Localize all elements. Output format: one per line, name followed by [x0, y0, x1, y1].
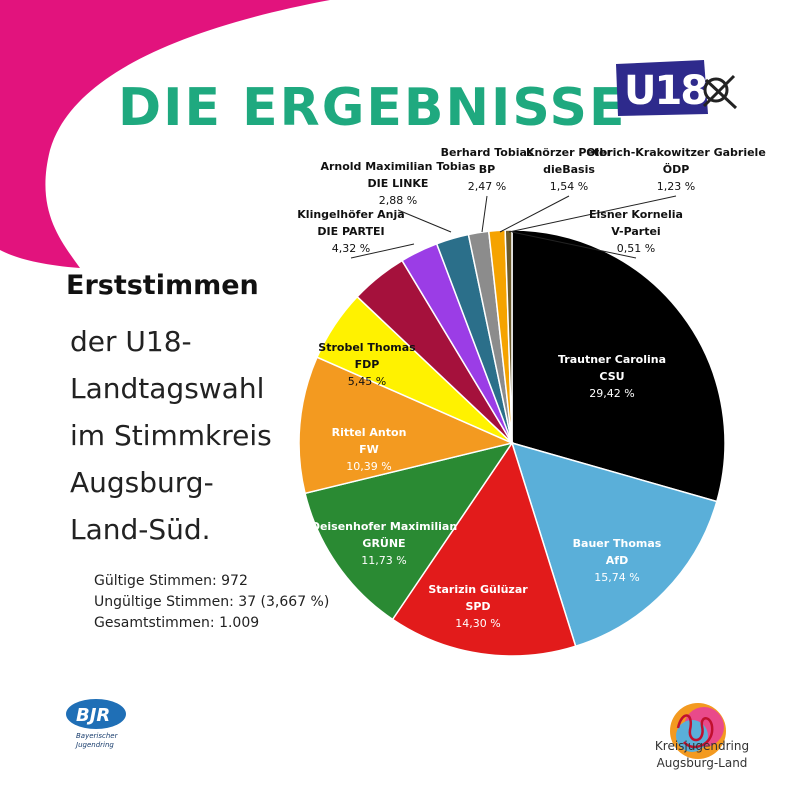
slice-label: Starizin Gülüzar SPD 14,30 %: [428, 583, 528, 630]
kjr-caption-line: Augsburg-Land: [656, 756, 748, 770]
intro-line: Augsburg-: [70, 466, 214, 499]
intro-line: Landtagswahl: [70, 372, 265, 405]
leader-line: [397, 209, 452, 233]
pie-slice: [504, 229, 513, 444]
bjr-caption-line: Bayerischer: [76, 732, 119, 740]
slice-label: Elsner Kornelia V-Partei 0,51 %: [589, 208, 683, 255]
slice-label: Olbrich-Krakowitzer Gabriele ÖDP 1,23 %: [586, 146, 766, 193]
slice-label: Strobel Thomas FDP 5,45 %: [318, 341, 416, 388]
kjr-caption: Kreisjugendring Augsburg-Land: [654, 738, 750, 772]
leader-line: [511, 231, 637, 259]
u18-logo-text: U18: [624, 68, 706, 114]
slice-label: Klingelhöfer Anja DIE PARTEI 4,32 %: [297, 208, 404, 255]
intro-subtitle: der U18- Landtagswahl im Stimmkreis Augs…: [70, 318, 272, 553]
pie-slice: [298, 356, 515, 495]
slice-label: Rittel Anton FW 10,39 %: [332, 426, 407, 473]
bjr-logo: BJR Bayerischer Jugendring: [66, 699, 126, 749]
valid-votes: Gültige Stimmen: 972: [94, 573, 248, 589]
pie-slice: [511, 229, 726, 503]
leader-line: [481, 195, 488, 233]
kjr-caption-line: Kreisjugendring: [654, 739, 750, 753]
intro-line: Land-Süd.: [70, 513, 211, 546]
slice-label: Bauer Thomas AfD 15,74 %: [573, 537, 662, 584]
total-votes: Gesamtstimmen: 1.009: [94, 615, 260, 631]
invalid-votes: Ungültige Stimmen: 37 (3,667 %): [94, 594, 330, 610]
intro-line: im Stimmkreis: [70, 419, 272, 452]
slice-label: Trautner Carolina CSU 29,42 %: [558, 353, 666, 400]
bjr-caption-line: Jugendring: [74, 741, 114, 749]
slice-label: Berhard Tobias BP 2,47 %: [441, 146, 534, 193]
erststimmen-heading: Erststimmen: [66, 270, 259, 301]
kjr-logo: [670, 703, 726, 759]
pie-slice: [391, 441, 577, 657]
vote-stats: Gültige Stimmen: 972 Ungültige Stimmen: …: [94, 571, 329, 634]
pie-slice: [304, 441, 514, 621]
intro-line: der U18-: [70, 325, 192, 358]
leader-line: [350, 243, 415, 259]
slice-label: Deisenhofer Maximilian GRÜNE 11,73 %: [311, 520, 457, 567]
slice-label: Knörzer Peter dieBasis 1,54 %: [526, 146, 613, 193]
leader-line: [508, 195, 677, 233]
page-title: DIE ERGEBNISSE: [118, 78, 627, 138]
leader-line: [499, 195, 570, 233]
bjr-logo-text: BJR: [76, 705, 110, 726]
u18-logo: U18: [616, 60, 738, 116]
pie-slice: [510, 441, 718, 648]
slice-label: Arnold Maximilian Tobias DIE LINKE 2,88 %: [320, 160, 476, 207]
